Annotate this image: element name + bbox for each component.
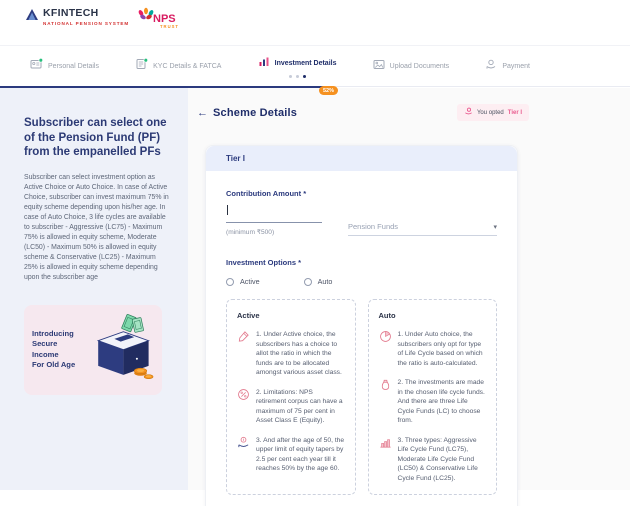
contribution-amount-input[interactable] xyxy=(226,208,322,223)
step-label: Upload Documents xyxy=(389,62,450,70)
promo-text: Introducing Secure Income For Old Age xyxy=(32,328,76,370)
svg-text:TRUST: TRUST xyxy=(160,24,179,29)
list-item: 2. Limitations: NPS retirement corpus ca… xyxy=(237,388,345,426)
top-bar: KFINTECH NATIONAL PENSION SYSTEM NPS TRU… xyxy=(0,0,630,45)
kfintech-logo: KFINTECH NATIONAL PENSION SYSTEM xyxy=(43,7,129,26)
step-label: KYC Details & FATCA xyxy=(153,62,222,70)
sidebar-heading: Subscriber can select one of the Pension… xyxy=(24,117,167,158)
step-investment-details[interactable]: Investment Details xyxy=(258,54,337,78)
investment-substep-dots xyxy=(288,75,306,78)
active-choice-info-box: Active 1. Under Active choice, the subsc… xyxy=(226,299,356,495)
list-item: 2. The investments are made in the chose… xyxy=(379,378,487,426)
back-button[interactable]: ← xyxy=(197,106,208,119)
brand-logos: KFINTECH NATIONAL PENSION SYSTEM NPS TRU… xyxy=(25,7,179,36)
opted-tier-value: Tier I xyxy=(507,109,522,116)
page-header-row: ← Scheme Details You opted Tier I xyxy=(197,104,529,121)
payment-hand-icon xyxy=(485,57,497,75)
tier-opted-badge: You opted Tier I xyxy=(456,104,529,121)
auto-box-title: Auto xyxy=(378,311,396,320)
progress-percent-badge: 52% xyxy=(319,86,339,95)
upload-image-icon xyxy=(373,57,385,75)
sidebar-description: Subscriber can select investment option … xyxy=(24,173,169,281)
minimum-amount-hint: (minimum ₹500) xyxy=(226,229,275,236)
radio-active[interactable]: Active xyxy=(226,277,260,286)
list-item: 3. And after the age of 50, the upper li… xyxy=(237,436,345,474)
bar-chart-icon xyxy=(379,436,392,484)
auto-choice-info-box: Auto 1. Under Auto choice, the subscribe… xyxy=(367,299,497,495)
kfintech-name: KFINTECH xyxy=(43,7,99,19)
radio-circle xyxy=(303,277,312,286)
nps-figures-icon xyxy=(138,7,154,20)
secure-income-promo-card: Introducing Secure Income For Old Age xyxy=(24,304,162,395)
stepper-progress-bar xyxy=(0,86,330,88)
contribution-amount-label: Contribution Amount * xyxy=(226,189,307,198)
money-bag-icon xyxy=(379,378,392,426)
step-label: Payment xyxy=(502,62,530,70)
step-label: Personal Details xyxy=(48,62,99,70)
page-title: Scheme Details xyxy=(213,106,298,119)
tier-card-header: Tier I xyxy=(206,146,517,171)
kfintech-triangle-icon xyxy=(25,8,39,26)
kyc-document-icon xyxy=(135,57,149,75)
scheme-details-card: Tier I Contribution Amount * (minimum ₹5… xyxy=(205,145,518,506)
opted-hand-icon xyxy=(464,107,473,118)
step-kyc-details[interactable]: KYC Details & FATCA xyxy=(135,57,221,75)
active-box-title: Active xyxy=(237,311,260,320)
step-payment[interactable]: Payment xyxy=(485,57,530,75)
pie-chart-icon xyxy=(379,330,392,368)
opted-prefix: You opted xyxy=(476,109,504,116)
step-label: Investment Details xyxy=(274,59,337,67)
list-item: 3. Three types: Aggressive Life Cycle Fu… xyxy=(379,436,487,484)
step-personal-details[interactable]: Personal Details xyxy=(30,57,99,75)
pension-funds-select[interactable]: Pension Funds ▾ xyxy=(348,206,497,236)
wizard-stepper: Personal Details KYC Details & FATCA Inv… xyxy=(0,45,630,95)
step-upload-documents[interactable]: Upload Documents xyxy=(373,57,450,75)
percent-circle-icon xyxy=(237,388,250,426)
main-content: ← Scheme Details You opted Tier I Tier I… xyxy=(188,88,630,506)
chevron-down-icon: ▾ xyxy=(493,224,497,231)
svg-text:NPS: NPS xyxy=(153,13,176,25)
investment-chart-icon xyxy=(258,54,270,72)
list-item: 1. Under Auto choice, the subscribers on… xyxy=(379,330,487,368)
radio-circle xyxy=(226,277,234,286)
investment-options-label: Investment Options * xyxy=(226,258,302,267)
id-card-icon xyxy=(30,57,44,75)
info-sidebar: Subscriber can select one of the Pension… xyxy=(0,88,188,490)
money-box-illustration xyxy=(82,312,154,387)
investment-options-radios: Active Auto xyxy=(226,277,497,286)
nps-trust-logo: NPS TRUST xyxy=(133,5,179,36)
list-item: 1. Under Active choice, the subscribers … xyxy=(237,330,345,378)
hand-coin-icon xyxy=(237,436,250,474)
text-cursor xyxy=(227,205,228,215)
pension-funds-placeholder: Pension Funds xyxy=(348,222,399,231)
allot-pen-icon xyxy=(237,330,250,378)
kfintech-tagline: NATIONAL PENSION SYSTEM xyxy=(43,21,130,26)
radio-auto[interactable]: Auto xyxy=(303,277,332,286)
